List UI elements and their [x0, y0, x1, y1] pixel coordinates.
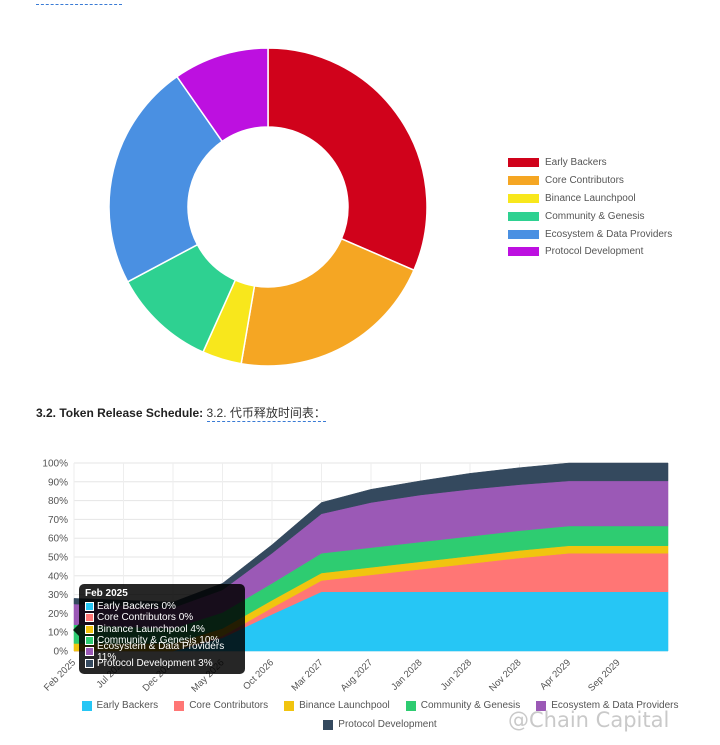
tooltip-swatch	[85, 613, 94, 623]
donut-slice[interactable]	[267, 47, 428, 272]
donut-slice[interactable]	[240, 237, 415, 367]
legend2-label: Community & Genesis	[420, 700, 521, 711]
legend-item-core-contributors[interactable]: Core Contributors	[508, 172, 672, 190]
legend-item-community-genesis[interactable]: Community & Genesis	[508, 207, 672, 225]
donut-chart	[108, 47, 428, 367]
x-tick-label: Aug 2027	[339, 657, 376, 694]
tooltip-swatch	[85, 647, 94, 657]
tooltip-row-text: Protocol Development 3%	[97, 657, 213, 669]
legend-item-protocol-development[interactable]: Protocol Development	[508, 243, 672, 261]
tooltip-row: Protocol Development 3%	[79, 657, 245, 669]
section-title-zh[interactable]: 3.2. 代币释放时间表：	[206, 406, 326, 422]
legend2-swatch	[284, 700, 295, 711]
area-legend: Early Backers Core Contributors Binance …	[60, 700, 700, 730]
legend-item-binance-launchpool[interactable]: Binance Launchpool	[508, 190, 672, 208]
tooltip-row-text: Core Contributors 0%	[97, 612, 194, 624]
y-tick-label: 100%	[42, 459, 68, 470]
legend-swatch	[508, 247, 539, 257]
legend2-swatch	[536, 700, 547, 711]
tooltip-row-text: Binance Launchpool 4%	[97, 623, 205, 635]
legend-swatch	[508, 176, 539, 186]
section-title-en: 3.2. Token Release Schedule:	[36, 406, 204, 420]
legend2-item-core-contributors[interactable]: Core Contributors	[174, 700, 268, 711]
legend2-label: Protocol Development	[338, 719, 437, 730]
tooltip-row: Early Backers 0%	[79, 601, 245, 612]
legend2-item-community-genesis[interactable]: Community & Genesis	[405, 700, 521, 711]
watermark: @Chain Capital	[508, 708, 670, 732]
x-tick-label: Jan 2028	[389, 657, 424, 692]
y-tick-label: 90%	[48, 477, 68, 488]
legend2-label: Binance Launchpool	[299, 700, 390, 711]
section-heading: 3.2. Token Release Schedule: 3.2. 代币释放时间…	[36, 404, 326, 422]
legend-swatch	[508, 158, 539, 168]
tooltip-swatch	[85, 602, 94, 612]
y-tick-label: 80%	[48, 496, 68, 507]
legend-swatch	[508, 193, 539, 203]
x-tick-label: Sep 2029	[586, 657, 623, 694]
legend-label: Ecosystem & Data Providers	[545, 228, 673, 240]
tooltip-row: Community & Genesis 10%	[79, 635, 245, 646]
legend-label: Early Backers	[545, 157, 607, 169]
y-tick-label: 30%	[48, 590, 68, 601]
legend2-swatch	[323, 719, 334, 730]
x-tick-label: Jun 2028	[439, 657, 474, 692]
x-tick-label: Oct 2026	[241, 657, 276, 692]
y-tick-label: 60%	[48, 534, 68, 545]
legend-label: Core Contributors	[545, 175, 624, 187]
legend2-item-protocol-development[interactable]: Protocol Development	[323, 719, 437, 730]
legend-swatch	[508, 229, 539, 239]
legend-label: Binance Launchpool	[545, 192, 636, 204]
tooltip-row-text: Community & Genesis 10%	[97, 635, 220, 647]
tooltip-caret	[73, 624, 79, 636]
y-tick-label: 10%	[48, 628, 68, 639]
legend2-swatch	[174, 700, 185, 711]
donut-legend: Early Backers Core Contributors Binance …	[508, 154, 672, 261]
x-tick-label: Feb 2025	[42, 657, 78, 693]
legend-swatch	[508, 211, 539, 221]
tooltip-swatch	[85, 658, 94, 668]
legend2-item-ecosystem[interactable]: Ecosystem & Data Providers	[536, 700, 679, 711]
y-tick-label: 20%	[48, 609, 68, 620]
tooltip-row-text: Ecosystem & Data Providers 11%	[96, 640, 225, 663]
legend2-item-binance-launchpool[interactable]: Binance Launchpool	[284, 700, 390, 711]
tooltip-row: Core Contributors 0%	[79, 612, 245, 623]
tooltip-swatch	[85, 624, 94, 634]
tooltip-row: Ecosystem & Data Providers 11%	[79, 641, 245, 663]
legend2-label: Ecosystem & Data Providers	[551, 700, 679, 711]
tooltip-row-text: Early Backers 0%	[97, 601, 176, 613]
legend-item-ecosystem[interactable]: Ecosystem & Data Providers	[508, 225, 672, 243]
chart-tooltip: Feb 2025 Early Backers 0% Core Contribut…	[79, 584, 245, 674]
legend2-label: Early Backers	[96, 700, 159, 711]
donut-slice[interactable]	[175, 47, 269, 143]
legend2-label: Core Contributors	[189, 700, 269, 711]
y-tick-label: 50%	[48, 553, 68, 564]
y-tick-label: 70%	[48, 515, 68, 526]
tooltip-row: Binance Launchpool 4%	[79, 624, 245, 635]
donut-slice[interactable]	[108, 75, 224, 283]
tooltip-title: Feb 2025	[85, 588, 128, 599]
x-tick-label: Nov 2028	[487, 657, 524, 694]
y-tick-label: 0%	[54, 647, 69, 658]
area-series[interactable]	[73, 462, 669, 609]
legend2-swatch	[81, 700, 92, 711]
top-link-underline[interactable]	[36, 0, 122, 5]
legend-label: Protocol Development	[545, 246, 644, 258]
legend-label: Community & Genesis	[545, 210, 645, 222]
y-tick-label: 40%	[48, 571, 68, 582]
tooltip-swatch	[85, 636, 94, 646]
x-tick-label: Mar 2027	[289, 657, 325, 693]
legend-item-early-backers[interactable]: Early Backers	[508, 154, 672, 172]
x-tick-label: Apr 2029	[538, 657, 573, 692]
legend2-swatch	[405, 700, 416, 711]
legend2-item-early-backers[interactable]: Early Backers	[81, 700, 159, 711]
